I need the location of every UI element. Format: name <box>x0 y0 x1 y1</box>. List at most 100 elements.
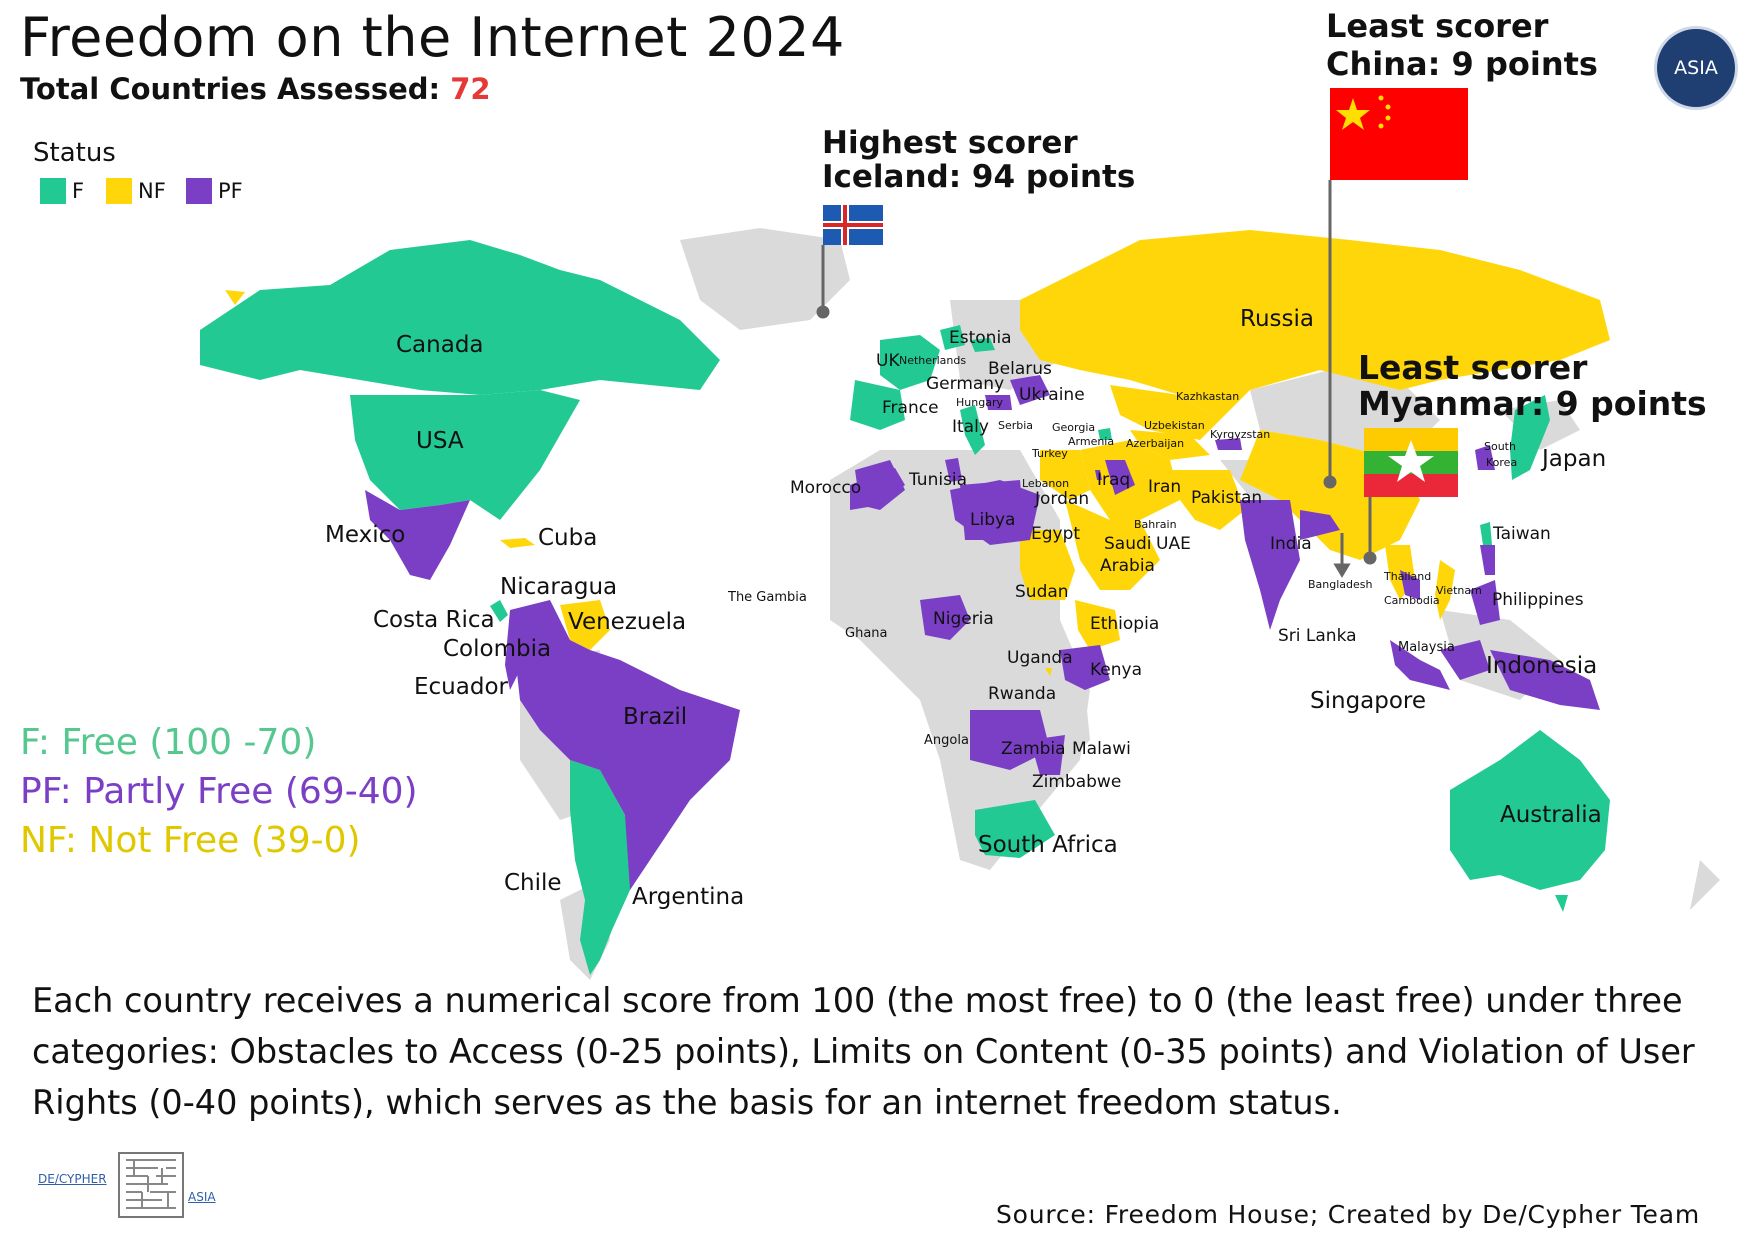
label-estonia: Estonia <box>949 328 1012 348</box>
label-australia: Australia <box>1500 802 1602 828</box>
label-rwanda: Rwanda <box>988 684 1057 704</box>
not-free-countries <box>225 230 1610 676</box>
definition-free: F: Free (100 -70) <box>20 722 317 763</box>
decypher-logo-left-text: DE/CYPHER <box>38 1172 107 1186</box>
legend-swatch-not-free <box>106 178 132 204</box>
highest-scorer-value: Iceland: 94 points <box>822 159 1136 195</box>
label-singapore: Singapore <box>1310 688 1427 714</box>
label-russia: Russia <box>1240 306 1314 332</box>
highest-scorer-callout: Highest scorer Iceland: 94 points <box>822 126 1135 194</box>
label-lebanon: Lebanon <box>1022 477 1070 490</box>
label-sudan: Sudan <box>1015 582 1069 602</box>
label-ecuador: Ecuador <box>414 674 508 700</box>
legend-swatch-partly-free <box>186 178 212 204</box>
label-vietnam: Vietnam <box>1436 584 1482 597</box>
label-malawi: Malawi <box>1072 739 1131 759</box>
label-cambodia: Cambodia <box>1384 594 1440 607</box>
label-philippines: Philippines <box>1492 590 1584 610</box>
legend-item-not-free: NF <box>106 178 166 204</box>
label-serbia: Serbia <box>998 419 1034 432</box>
legend-title: Status <box>33 138 116 168</box>
label-venezuela: Venezuela <box>568 609 687 635</box>
label-india: India <box>1270 534 1312 554</box>
maze-icon <box>118 1152 184 1218</box>
label-pakistan: Pakistan <box>1191 488 1263 508</box>
least-scorer-china-callout: Least scorer China: 9 points <box>1326 7 1598 83</box>
decypher-logo-right-text: ASIA <box>188 1190 216 1204</box>
label-morocco: Morocco <box>790 478 862 498</box>
label-kyrgyzstan: Kyrgyzstan <box>1210 428 1271 441</box>
myanmar-flag-icon <box>1364 428 1458 497</box>
definition-partly-free: PF: Partly Free (69-40) <box>20 771 418 812</box>
label-kazakhstan: Kazhkastan <box>1176 390 1240 403</box>
label-cuba: Cuba <box>538 525 598 551</box>
label-uzbekistan: Uzbekistan <box>1144 419 1205 432</box>
least-scorer-china-heading: Least scorer <box>1326 7 1549 45</box>
label-sri-lanka: Sri Lanka <box>1278 626 1357 646</box>
label-chile: Chile <box>504 870 562 896</box>
label-zambia: Zambia <box>1001 739 1066 759</box>
label-malaysia: Malaysia <box>1398 640 1455 655</box>
label-bangladesh: Bangladesh <box>1308 578 1373 591</box>
label-taiwan: Taiwan <box>1493 524 1551 544</box>
legend-item-partly-free: PF <box>186 178 243 204</box>
page-title: Freedom on the Internet 2024 <box>20 6 845 69</box>
label-thailand: Thailand <box>1384 570 1432 583</box>
label-belarus: Belarus <box>988 359 1052 379</box>
label-azerbaijan: Azerbaijan <box>1126 437 1185 450</box>
label-iraq: Iraq <box>1097 470 1131 490</box>
definition-not-free: NF: Not Free (39-0) <box>20 820 361 861</box>
least-scorer-china-value: China: 9 points <box>1326 45 1598 83</box>
label-iran: Iran <box>1148 477 1182 497</box>
label-germany: Germany <box>926 374 1005 394</box>
label-usa: USA <box>416 428 464 454</box>
decypher-logo: DE/CYPHER ASIA <box>38 1152 248 1218</box>
score-description: Each country receives a numerical score … <box>32 981 1695 1122</box>
legend-label-partly-free: PF <box>218 179 243 203</box>
label-armenia: Armenia <box>1068 435 1115 448</box>
china-flag-icon <box>1330 88 1468 180</box>
label-uganda: Uganda <box>1007 648 1073 668</box>
label-angola: Angola <box>924 733 969 748</box>
label-uk: UK <box>876 351 900 371</box>
label-the-gambia: The Gambia <box>728 590 807 605</box>
label-south-korea-line2: Korea <box>1486 456 1518 469</box>
highest-scorer-heading: Highest scorer <box>822 125 1078 161</box>
least-scorer-myanmar-heading: Least scorer <box>1358 348 1588 387</box>
label-south-africa: South Africa <box>978 832 1118 858</box>
label-saudi-arabia-line1: Saudi <box>1104 534 1152 554</box>
label-jordan: Jordan <box>1035 489 1090 509</box>
label-indonesia: Indonesia <box>1486 653 1598 679</box>
label-libya: Libya <box>970 510 1016 530</box>
label-netherlands: Netherlands <box>899 354 967 367</box>
source-credit: Source: Freedom House; Created by De/Cyp… <box>995 1200 1700 1229</box>
label-tunisia: Tunisia <box>909 470 968 490</box>
label-mexico: Mexico <box>325 522 406 548</box>
iceland-flag-icon <box>823 205 883 245</box>
label-argentina: Argentina <box>632 884 745 910</box>
callout-pointers <box>816 180 1377 578</box>
legend-swatch-free <box>40 178 66 204</box>
label-south-korea-line1: South <box>1484 440 1516 453</box>
label-brazil: Brazil <box>623 704 688 730</box>
label-nigeria: Nigeria <box>933 609 994 629</box>
label-france: France <box>882 398 939 418</box>
label-japan: Japan <box>1542 446 1607 472</box>
label-nicaragua: Nicaragua <box>500 574 618 600</box>
asia-logo: ASIA <box>1654 26 1738 110</box>
label-hungary: Hungary <box>956 396 1003 409</box>
subtitle-label: Total Countries Assessed: <box>20 72 451 106</box>
legend-label-free: F <box>72 179 85 203</box>
label-turkey: Turkey <box>1032 447 1068 460</box>
label-ghana: Ghana <box>845 626 888 641</box>
label-colombia: Colombia <box>443 636 552 662</box>
label-kenya: Kenya <box>1090 660 1143 680</box>
partly-free-north-africa <box>850 458 1025 540</box>
label-costa-rica: Costa Rica <box>373 607 495 633</box>
label-uae: UAE <box>1156 534 1191 554</box>
free-countries <box>200 240 1610 975</box>
label-georgia: Georgia <box>1052 421 1096 434</box>
countries-assessed-count: 72 <box>450 72 491 106</box>
label-egypt: Egypt <box>1031 524 1081 544</box>
legend-label-not-free: NF <box>138 179 166 203</box>
